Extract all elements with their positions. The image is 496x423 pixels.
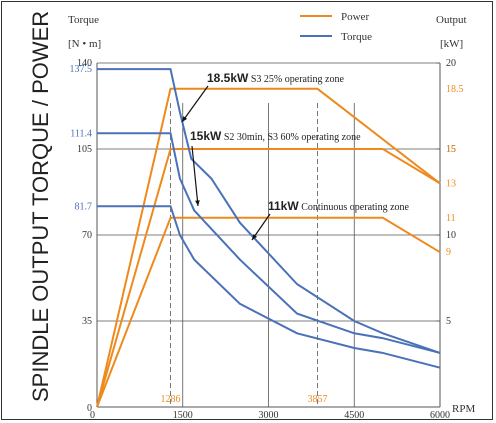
- torque-line-11kW: [97, 205, 441, 369]
- annotation-label: 15kW S2 30min, S3 60% operating zone: [190, 129, 361, 143]
- torque-special-tick-label: 81.7: [75, 201, 93, 212]
- x-tick-label-zero: 0: [90, 410, 95, 421]
- power-line-18.5kW: [96, 87, 441, 408]
- vertical-marker-label: 3857: [307, 394, 327, 405]
- legend-label: Torque: [341, 31, 372, 43]
- right-axis-label-2: [kW]: [440, 38, 463, 50]
- annotation-arrow: [181, 85, 209, 123]
- x-axis-label: RPM: [452, 403, 475, 415]
- power-special-tick-label: 11: [446, 213, 456, 224]
- torque-line-15kW: [97, 132, 441, 354]
- annotation-label: 11kW Continuous operating zone: [268, 199, 410, 213]
- left-axis-label-1: Torque: [68, 14, 99, 26]
- torque-series-group: [97, 68, 441, 369]
- right-tick-label: 15: [446, 144, 456, 155]
- x-tick-label: 4500: [344, 410, 364, 421]
- right-tick-label: 20: [446, 58, 456, 69]
- x-tick-label: 6000: [430, 410, 450, 421]
- power-line-15kW: [96, 148, 441, 408]
- left-axis-label-2: [N • m]: [68, 38, 101, 50]
- x-tick-label: 1500: [173, 410, 193, 421]
- annotation-arrow: [191, 145, 199, 207]
- left-tick-label: 140: [77, 58, 92, 69]
- right-tick-label: 10: [446, 230, 456, 241]
- annotation-arrowhead: [252, 234, 258, 240]
- left-tick-label: 35: [82, 316, 92, 327]
- torque-line-18.5kW: [97, 68, 441, 354]
- power-special-tick-label: 9: [446, 247, 451, 258]
- power-line-11kW: [96, 216, 441, 408]
- torque-special-tick-label: 111.4: [70, 128, 92, 139]
- axis-labels-group: 3570105140081.7111.4137.5510152091113151…: [28, 11, 475, 421]
- x-tick-label: 3000: [259, 410, 279, 421]
- annotation-arrowhead: [182, 116, 188, 122]
- right-tick-label: 5: [446, 316, 451, 327]
- left-tick-label: 0: [87, 403, 92, 414]
- left-tick-label: 70: [82, 230, 92, 241]
- power-special-tick-label: 15: [446, 144, 456, 155]
- power-special-tick-label: 13: [446, 178, 456, 189]
- power-series-group: [96, 87, 441, 408]
- left-tick-label: 105: [77, 144, 92, 155]
- power-special-tick-label: 18.5: [446, 84, 464, 95]
- annotation-label: 18.5kW S3 25% operating zone: [207, 71, 344, 85]
- right-axis-label-1: Output: [436, 14, 467, 26]
- legend-label: Power: [341, 11, 369, 23]
- vertical-marker-label: 1286: [161, 394, 181, 405]
- annotation-arrowhead: [195, 200, 200, 206]
- annotations-group: 18.5kW S3 25% operating zone 15kW S2 30mi…: [181, 71, 410, 241]
- chart-title: SPINDLE OUTPUT TORQUE / POWER: [28, 11, 53, 402]
- torque-special-tick-label: 137.5: [70, 64, 93, 75]
